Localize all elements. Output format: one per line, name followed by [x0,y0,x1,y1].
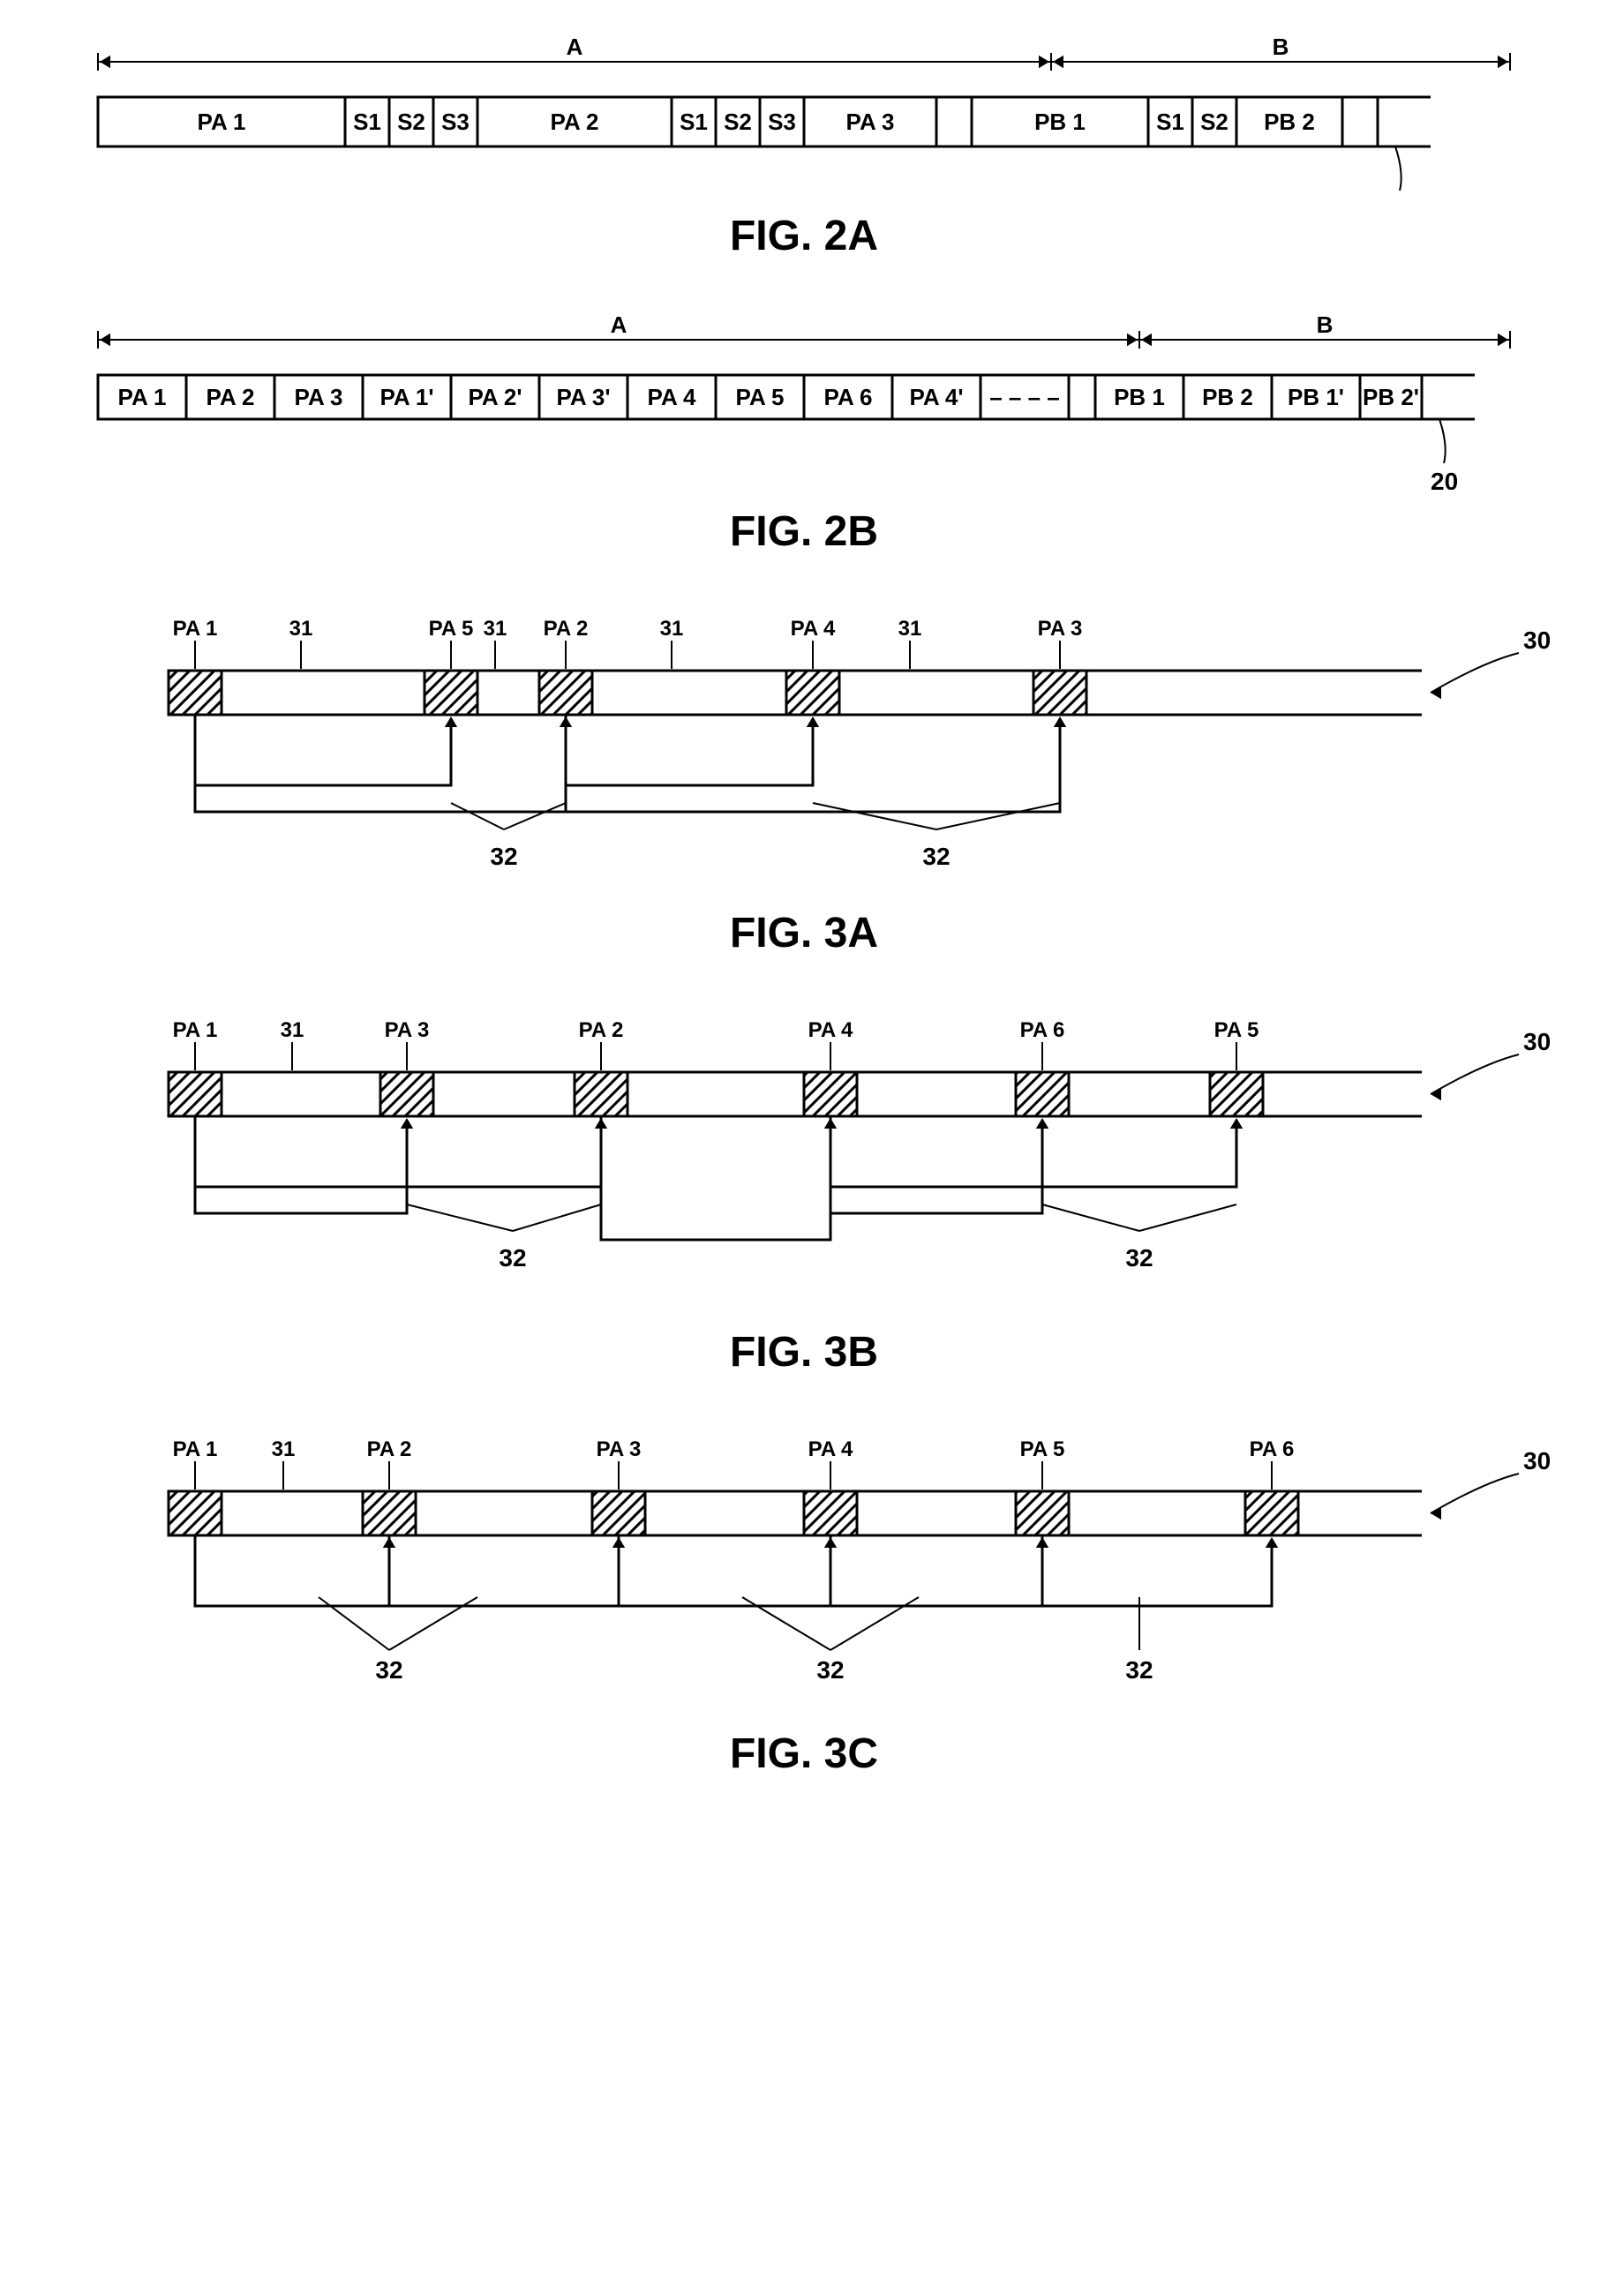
svg-text:PA 3: PA 3 [295,384,343,410]
svg-text:20: 20 [1431,468,1458,490]
fig2a-title: FIG. 2A [35,212,1573,260]
svg-text:PA 6: PA 6 [1020,1018,1065,1042]
figure-3a: PA 1 PA 5 PA 2 PA 4 PA 3 31 31 31 31 30 32 32 FIG. … [35,609,1573,957]
svg-text:PB 2: PB 2 [1264,109,1315,135]
svg-text:31: 31 [272,1437,296,1461]
svg-text:PA 1': PA 1' [379,384,433,410]
svg-text:PA 3': PA 3' [556,384,610,410]
svg-text:A: A [567,35,583,60]
svg-text:PA 1: PA 1 [173,1018,218,1042]
svg-text:PB 2': PB 2' [1363,384,1419,410]
svg-text:PA 4: PA 4 [791,617,836,641]
svg-text:30: 30 [1523,1447,1551,1474]
figure-3b: PA 1 PA 3 PA 2 PA 4 PA 6 PA 5 31 30 32 32 FIG. 3B [35,1010,1573,1377]
svg-text:A: A [611,313,627,338]
svg-text:S1: S1 [353,109,381,135]
svg-text:PA 4: PA 4 [808,1018,853,1042]
svg-text:31: 31 [660,617,684,641]
svg-text:PA 1: PA 1 [198,109,246,135]
svg-text:PA 3: PA 3 [846,109,895,135]
figure-2b: A B PA 1 PA 2 PA 3 PA 1' PA 2' PA 3' PA 4 PA 5 PA … [35,313,1573,556]
svg-text:PA 2: PA 2 [207,384,255,410]
svg-text:PA 6: PA 6 [1250,1437,1295,1461]
svg-text:PA 3: PA 3 [1038,617,1083,641]
fig3c-title: FIG. 3C [35,1730,1573,1778]
svg-text:PA 1: PA 1 [173,1437,218,1461]
svg-text:PA 4: PA 4 [648,384,696,410]
svg-text:31: 31 [281,1018,304,1042]
fig3a-title: FIG. 3A [35,909,1573,957]
svg-text:PA 2: PA 2 [579,1018,624,1042]
svg-text:PA 6: PA 6 [824,384,873,410]
svg-text:31: 31 [289,617,313,641]
svg-text:PA 2: PA 2 [551,109,599,135]
svg-text:PA 5: PA 5 [736,384,785,410]
svg-text:PB 1': PB 1' [1288,384,1344,410]
svg-text:S1: S1 [680,109,708,135]
svg-text:PA 1: PA 1 [118,384,167,410]
svg-text:PA 4: PA 4 [808,1437,853,1461]
svg-text:PA 1: PA 1 [173,617,218,641]
svg-text:30: 30 [1523,1028,1551,1055]
fig3c-svg: PA 1 PA 2 PA 3 PA 4 PA 5 PA 6 31 30 32 32 32 [54,1429,1554,1712]
fig3b-title: FIG. 3B [35,1328,1573,1377]
svg-text:PA 3: PA 3 [597,1437,642,1461]
fig2a-svg: ABPA 1S1S2S3PA 2S1S2S3PA 3PB 1S1S2PB 220 [54,35,1554,194]
svg-text:S3: S3 [768,109,796,135]
figure-2a: ABPA 1S1S2S3PA 2S1S2S3PA 3PB 1S1S2PB 220… [35,35,1573,260]
svg-text:PA 5: PA 5 [1214,1018,1259,1042]
fig2b-title: FIG. 2B [35,507,1573,556]
svg-text:32: 32 [375,1656,402,1684]
svg-text:PA 5: PA 5 [429,617,474,641]
svg-text:31: 31 [484,617,507,641]
svg-text:B: B [1273,35,1289,60]
svg-text:31: 31 [898,617,922,641]
svg-text:S2: S2 [724,109,752,135]
svg-text:30: 30 [1523,627,1551,654]
svg-text:PA 2: PA 2 [367,1437,412,1461]
svg-text:S1: S1 [1156,109,1184,135]
svg-text:PA 3: PA 3 [385,1018,430,1042]
svg-text:PA 2: PA 2 [544,617,589,641]
svg-text:32: 32 [490,843,517,870]
svg-text:PA 2': PA 2' [468,384,522,410]
svg-text:S3: S3 [441,109,470,135]
svg-text:32: 32 [1125,1244,1153,1272]
fig2b-svg: A B PA 1 PA 2 PA 3 PA 1' PA 2' PA 3' PA 4 PA 5 PA … [54,313,1554,490]
svg-text:32: 32 [499,1244,526,1272]
svg-text:32: 32 [1125,1656,1153,1684]
svg-text:PA 5: PA 5 [1020,1437,1065,1461]
svg-text:B: B [1317,313,1334,338]
svg-text:– – – –: – – – – [989,384,1060,410]
svg-text:S2: S2 [397,109,425,135]
svg-text:PB 1: PB 1 [1114,384,1165,410]
svg-text:S2: S2 [1200,109,1229,135]
svg-text:PB 2: PB 2 [1202,384,1253,410]
fig3a-svg: PA 1 PA 5 PA 2 PA 4 PA 3 31 31 31 31 30 32 32 [54,609,1554,891]
svg-text:PA 4': PA 4' [909,384,963,410]
figure-3c: PA 1 PA 2 PA 3 PA 4 PA 5 PA 6 31 30 32 32 32 FIG. … [35,1429,1573,1778]
fig3b-svg: PA 1 PA 3 PA 2 PA 4 PA 6 PA 5 31 30 32 32 [54,1010,1554,1310]
svg-text:PB 1: PB 1 [1034,109,1086,135]
svg-text:32: 32 [922,843,950,870]
svg-text:32: 32 [816,1656,844,1684]
